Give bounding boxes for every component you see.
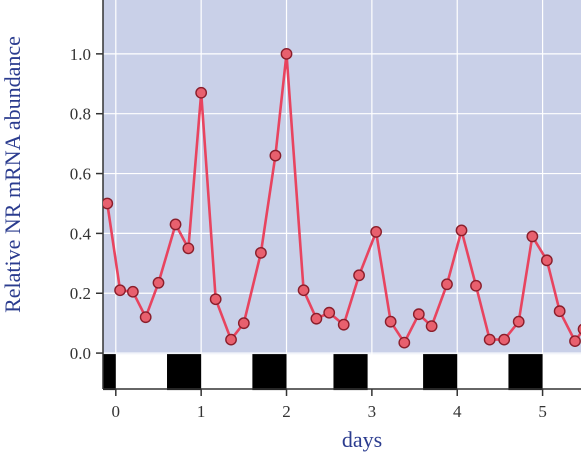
dark-period <box>423 354 458 391</box>
data-point <box>553 305 566 318</box>
x-tick-labels: 0 1 2 3 4 5 <box>112 402 547 421</box>
y-tick-label: 0.4 <box>70 224 92 243</box>
x-tick-label: 2 <box>282 402 291 421</box>
data-point <box>255 246 267 259</box>
data-point <box>323 306 336 319</box>
data-point <box>126 285 139 298</box>
dark-period <box>252 354 287 391</box>
y-tick-label: 0.6 <box>70 165 91 184</box>
data-point <box>370 226 383 238</box>
data-point <box>526 230 539 243</box>
data-point <box>455 224 468 237</box>
data-point <box>337 318 350 331</box>
y-tick-labels: 0.0 0.2 0.4 0.6 0.8 1.0 <box>70 45 92 363</box>
data-point <box>269 149 282 162</box>
data-point <box>441 278 453 291</box>
x-tick-label: 4 <box>453 402 462 421</box>
dark-period <box>333 354 368 391</box>
x-axis-title: days <box>342 427 382 452</box>
dark-period <box>508 354 543 391</box>
data-point <box>182 242 195 255</box>
data-point <box>310 312 323 325</box>
x-tick-label: 1 <box>197 402 206 421</box>
data-point <box>512 315 525 328</box>
grid <box>103 0 581 389</box>
data-point <box>195 86 208 99</box>
data-point <box>169 218 182 231</box>
data-point <box>353 269 365 282</box>
data-series <box>103 47 581 349</box>
data-point <box>498 333 511 346</box>
data-point <box>483 333 496 346</box>
data-point <box>152 276 165 289</box>
dark-period <box>167 354 202 391</box>
x-tick-label: 3 <box>368 402 377 421</box>
data-point <box>577 323 581 335</box>
y-axis-title: Relative NR mRNA abundance <box>0 36 25 313</box>
data-point <box>569 335 581 348</box>
data-point <box>540 254 553 267</box>
data-point <box>225 333 237 346</box>
data-point <box>114 284 126 297</box>
data-point <box>103 197 114 210</box>
x-tick-label: 5 <box>538 402 547 421</box>
data-point <box>384 315 397 328</box>
axes <box>96 0 581 396</box>
light-dark-bar <box>103 354 581 391</box>
y-tick-label: 1.0 <box>70 45 91 64</box>
data-point <box>280 47 293 60</box>
data-point <box>209 293 222 306</box>
data-point <box>297 284 310 297</box>
y-tick-label: 0.0 <box>70 344 91 363</box>
y-tick-label: 0.2 <box>70 284 91 303</box>
data-point <box>398 336 411 349</box>
plot-area <box>103 0 581 389</box>
y-tick-label: 0.8 <box>70 105 91 124</box>
data-point <box>139 311 152 324</box>
data-point <box>425 320 438 333</box>
data-point <box>237 317 250 330</box>
data-point <box>470 279 482 292</box>
data-point <box>412 308 425 321</box>
x-tick-label: 0 <box>112 402 121 421</box>
dark-period <box>103 354 116 391</box>
